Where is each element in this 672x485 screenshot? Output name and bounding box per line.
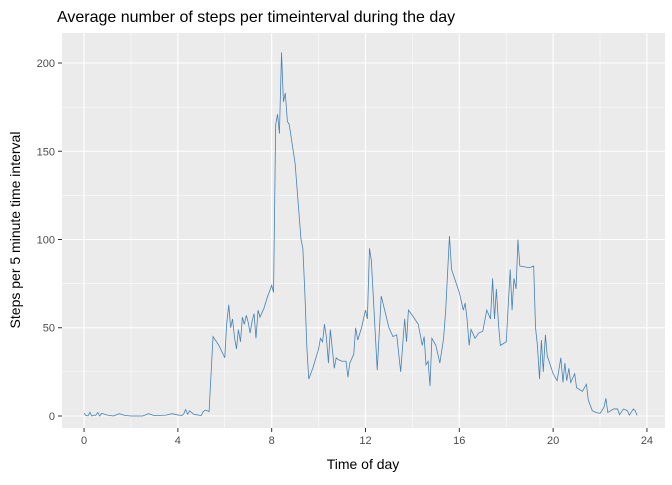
line <box>83 52 638 417</box>
plot <box>83 52 638 417</box>
x-tick-label: 12 <box>359 435 371 447</box>
x-tick-label: 20 <box>547 435 559 447</box>
x-tick-label: 4 <box>175 435 181 447</box>
x-tick-label: 16 <box>453 435 465 447</box>
x-tick-label: 8 <box>269 435 275 447</box>
panel <box>62 33 665 428</box>
y-axis-label: Steps per 5 minute time interval <box>7 132 23 329</box>
y-tick-label: 100 <box>37 235 55 247</box>
y-tick-label: 0 <box>49 411 55 423</box>
chart-title: Average number of steps per timeinterval… <box>57 9 455 26</box>
grid <box>62 33 665 428</box>
y-tick-label: 150 <box>37 146 55 158</box>
y-tick-label: 50 <box>43 323 55 335</box>
y-tick-label: 200 <box>37 58 55 70</box>
x-tick-label: 24 <box>641 435 653 447</box>
x-axis-label: Time of day <box>327 456 400 472</box>
x-tick-label: 0 <box>81 435 87 447</box>
